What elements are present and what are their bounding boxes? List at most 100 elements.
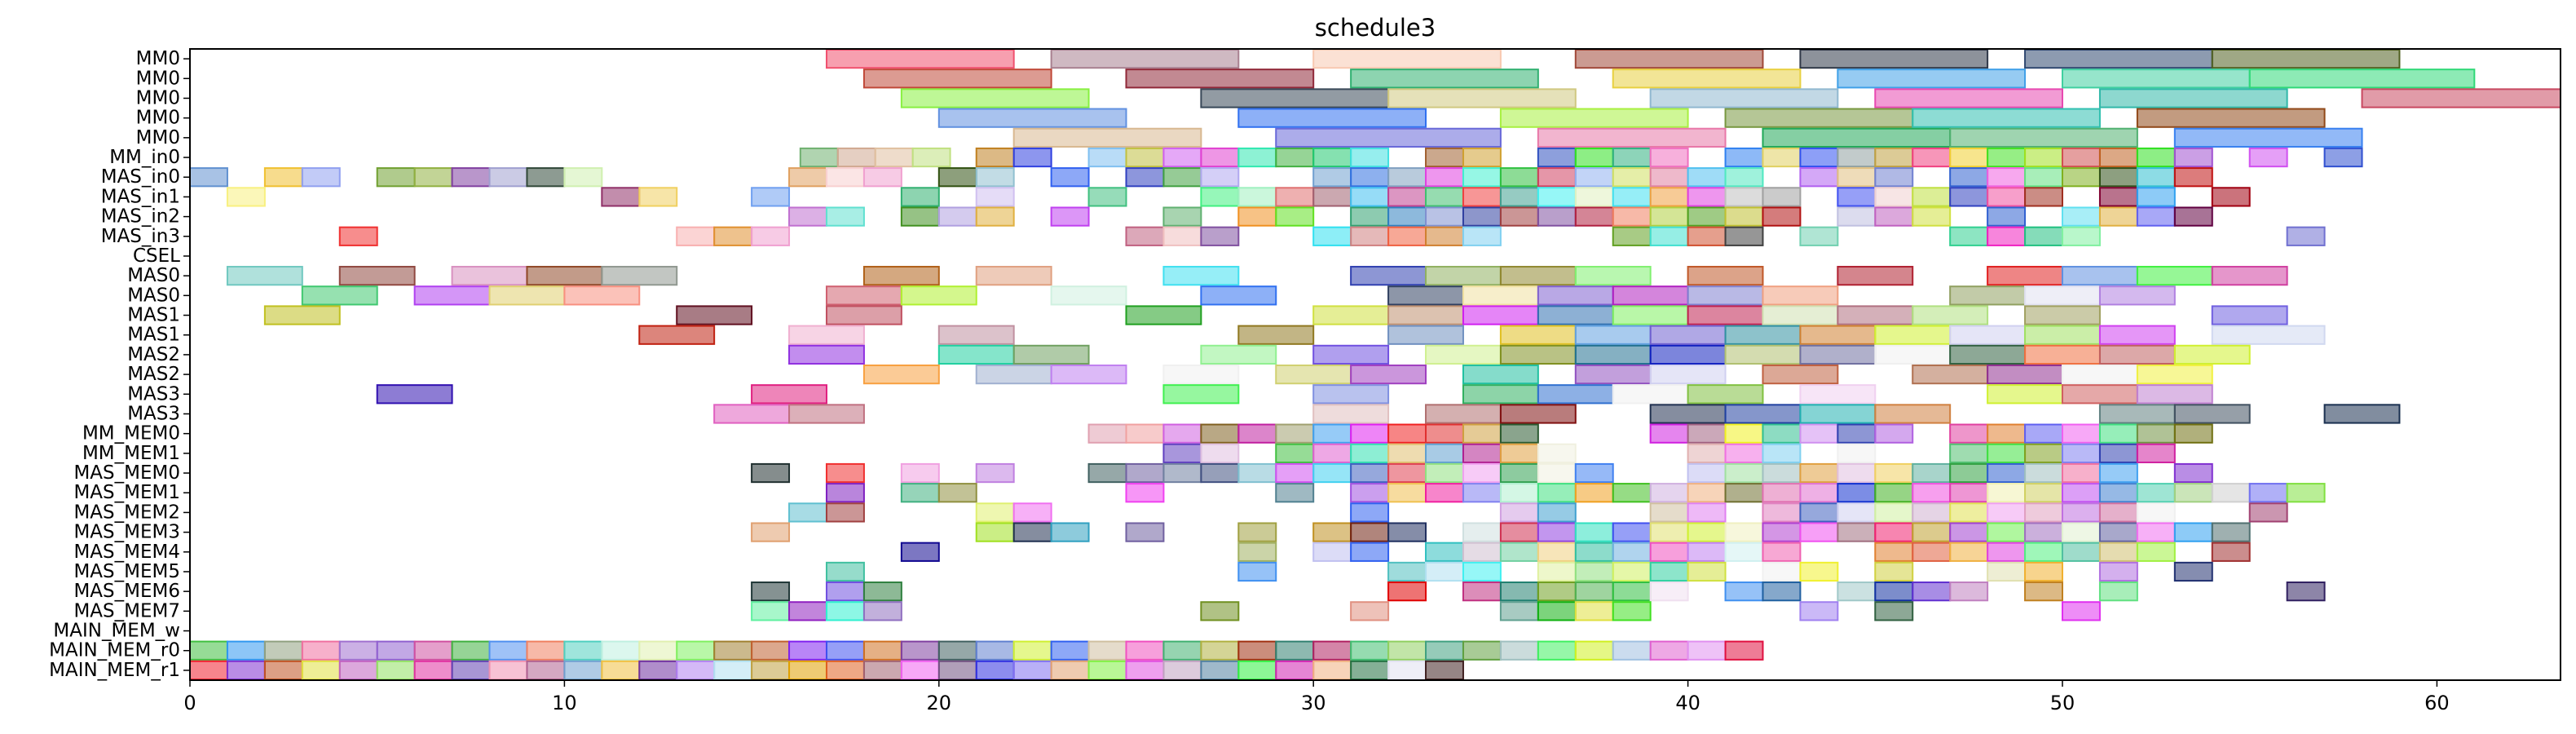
task-bar: [2211, 325, 2326, 345]
task-bar: [751, 226, 791, 246]
task-bar: [1350, 226, 1390, 246]
task-bar: [1350, 167, 1390, 188]
task-bar: [1612, 147, 1652, 168]
task-bar: [1837, 167, 1877, 188]
task-bar: [788, 601, 827, 621]
task-bar: [1312, 226, 1352, 246]
task-bar: [413, 167, 453, 188]
task-bar: [1574, 167, 1614, 188]
task-bar: [1162, 640, 1202, 661]
task-bar: [1462, 522, 1502, 542]
task-bar: [301, 640, 341, 661]
task-bar: [2098, 483, 2138, 503]
task-bar: [1387, 206, 1427, 227]
task-bar: [1012, 127, 1202, 148]
task-bar: [900, 88, 1090, 108]
task-bar: [1387, 305, 1464, 325]
task-bar: [1462, 187, 1502, 207]
task-bar: [1874, 483, 1914, 503]
task-bar: [1462, 226, 1502, 246]
task-bar: [1949, 147, 1989, 168]
task-bar: [1537, 187, 1577, 207]
task-bar: [1499, 462, 1539, 484]
task-bar: [1612, 601, 1652, 621]
task-bar: [1837, 187, 1877, 207]
task-bar: [2248, 147, 2288, 168]
task-bar: [975, 364, 1052, 385]
task-bar: [1687, 285, 1764, 306]
task-bar: [2136, 206, 2176, 227]
task-bar: [601, 660, 641, 681]
task-bar: [2173, 423, 2213, 444]
task-bar: [862, 660, 902, 681]
task-bar: [676, 226, 716, 246]
task-bar: [1125, 483, 1165, 503]
task-bar: [1237, 561, 1277, 582]
plot-frame: [189, 48, 2561, 681]
task-bar: [1837, 462, 1877, 484]
task-bar: [788, 640, 827, 661]
task-bar: [1350, 640, 1390, 661]
task-bar: [1425, 640, 1464, 661]
task-bar: [975, 502, 1015, 523]
task-bar: [1574, 344, 1652, 365]
task-bar: [1874, 522, 1914, 542]
task-bar: [1537, 443, 1577, 463]
task-bar: [1425, 483, 1464, 503]
task-bar: [1050, 522, 1090, 542]
task-bar: [1312, 48, 1502, 69]
task-bar: [1462, 483, 1502, 503]
task-bar: [263, 167, 303, 188]
x-axis: 0 10 20 30 40 50 60: [183, 680, 2450, 714]
task-bar: [1799, 502, 1839, 523]
task-bar: [1612, 69, 1802, 89]
task-bar: [1425, 561, 1464, 582]
task-bar: [1912, 462, 1952, 484]
task-bar: [1425, 404, 1502, 424]
task-bar: [1612, 206, 1652, 227]
task-bar: [1275, 206, 1315, 227]
task-bar: [1200, 167, 1240, 188]
y-tick-label: MAS0: [127, 285, 180, 306]
task-bar: [1837, 69, 2027, 89]
task-bar: [1874, 325, 1952, 345]
task-bar: [1499, 601, 1539, 621]
task-bar: [1200, 88, 1390, 108]
chart-title: schedule3: [1315, 14, 1436, 42]
task-bar: [1874, 404, 1952, 424]
task-bar: [862, 167, 902, 188]
task-bar: [1987, 187, 2027, 207]
task-bar: [1312, 404, 1390, 424]
y-tick-label: MM0: [136, 48, 180, 69]
task-bar: [2098, 443, 2138, 463]
task-bar: [638, 660, 678, 681]
task-bar: [1799, 167, 1839, 188]
task-bar: [1200, 423, 1240, 444]
task-bar: [1162, 462, 1202, 484]
task-bar: [862, 364, 940, 385]
task-bar: [1312, 640, 1352, 661]
task-bar: [189, 640, 228, 661]
task-bar: [1949, 127, 2138, 148]
task-bar: [563, 660, 603, 681]
task-bar: [2024, 48, 2213, 69]
task-bar: [975, 640, 1015, 661]
y-tick-label: MAS_MEM0: [73, 462, 180, 484]
task-bar: [1687, 462, 1727, 484]
task-bar: [1012, 344, 1090, 365]
task-bar: [2024, 502, 2063, 523]
task-bar: [1350, 187, 1390, 207]
task-bar: [1762, 305, 1839, 325]
task-bar: [2098, 285, 2176, 306]
task-bar: [488, 640, 528, 661]
task-bar: [825, 601, 865, 621]
task-bar: [1987, 483, 2027, 503]
task-bar: [937, 660, 977, 681]
task-bar: [1387, 483, 1427, 503]
task-bar: [1799, 147, 1839, 168]
task-bar: [1799, 325, 1877, 345]
task-bar: [975, 660, 1015, 681]
task-bar: [1237, 147, 1277, 168]
task-bar: [900, 483, 940, 503]
